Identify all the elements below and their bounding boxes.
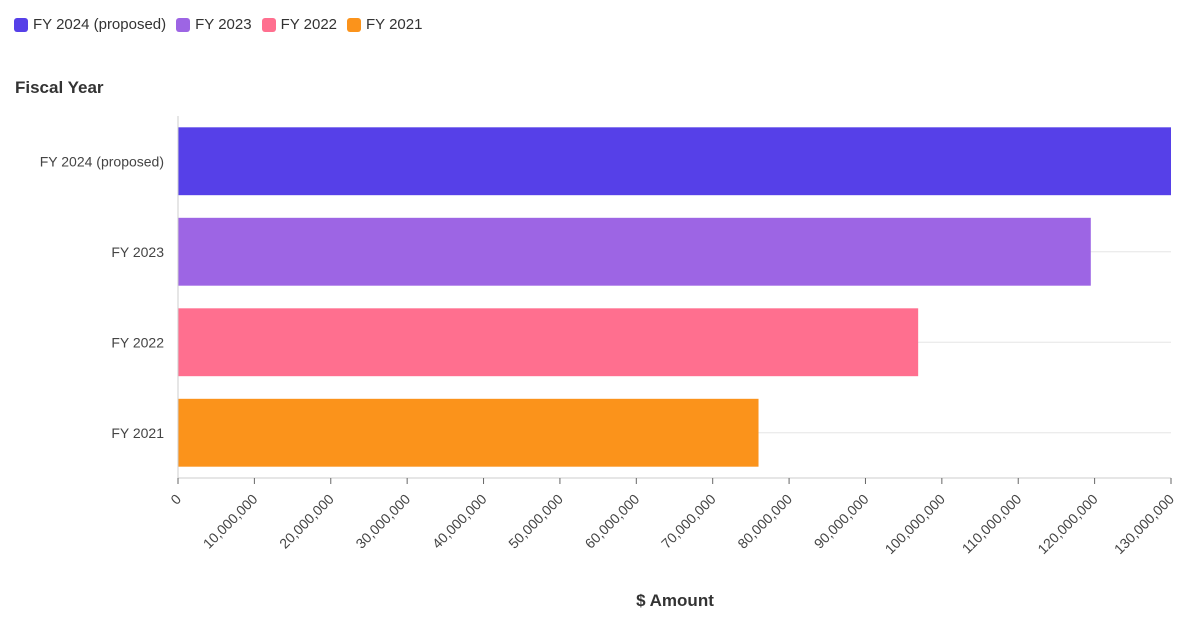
x-tick-label: 50,000,000 [505, 491, 566, 552]
bar [178, 398, 759, 467]
legend-swatch-fy-2023 [176, 17, 191, 32]
y-tick-label: FY 2023 [111, 244, 164, 260]
grid-lines [178, 160, 1171, 434]
x-tick-label: 80,000,000 [734, 491, 795, 552]
x-tick-label: 130,000,000 [1111, 491, 1178, 558]
x-tick-label: 110,000,000 [959, 491, 1025, 557]
bar [178, 308, 919, 377]
x-tick-label: 10,000,000 [200, 491, 261, 552]
legend-label-fy-2021: FY 2021 [366, 16, 423, 33]
legend-item-fy-2021[interactable]: FY 2021 [347, 16, 422, 33]
x-tick-label: 100,000,000 [882, 491, 949, 558]
x-axis-title: $ Amount [636, 591, 714, 610]
legend-item-fy-2023[interactable]: FY 2023 [176, 16, 252, 33]
legend-item-fy-2024[interactable]: FY 2024 (proposed) [14, 16, 166, 33]
axes [177, 116, 1172, 484]
x-tick-label: 90,000,000 [811, 491, 872, 552]
x-tick-label: 70,000,000 [658, 491, 719, 552]
x-tick-label: 0 [167, 491, 184, 508]
x-tick-labels: 0 10,000,000 20,000,000 30,000,000 40,000,00… [167, 491, 1177, 558]
legend-swatch-fy-2021 [347, 17, 362, 32]
legend-label-fy-2024: FY 2024 (proposed) [33, 16, 167, 33]
bars [178, 127, 1171, 467]
bar [178, 217, 1091, 286]
x-tick-label: 20,000,000 [276, 491, 337, 552]
bar [178, 127, 1171, 196]
legend-swatch-fy-2024 [14, 17, 28, 32]
y-tick-label: FY 2021 [111, 425, 164, 441]
x-tick-label: 30,000,000 [352, 491, 413, 552]
x-tick-label: 60,000,000 [582, 491, 643, 552]
y-tick-label: FY 2024 (proposed) [40, 153, 164, 169]
chart-legend: FY 2024 (proposed) FY 2023 FY 2022 FY 20… [14, 16, 422, 33]
legend-label-fy-2023: FY 2023 [195, 16, 252, 33]
legend-label-fy-2022: FY 2022 [280, 16, 338, 33]
x-tick-label: 120,000,000 [1034, 491, 1101, 558]
x-tick-label: 40,000,000 [429, 491, 490, 552]
y-tick-label: FY 2022 [111, 334, 164, 350]
y-axis-title: Fiscal Year [15, 78, 104, 97]
legend-item-fy-2022[interactable]: FY 2022 [261, 16, 338, 33]
y-tick-labels: FY 2024 (proposed) FY 2023 FY 2022 FY 2021 [40, 153, 164, 441]
legend-swatch-fy-2022 [261, 17, 276, 32]
